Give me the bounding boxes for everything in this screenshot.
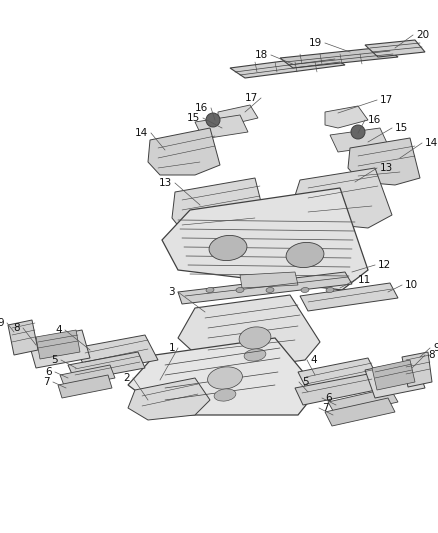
Text: 9: 9	[0, 318, 4, 328]
Text: 19: 19	[309, 38, 322, 48]
Text: 5: 5	[51, 355, 58, 365]
Polygon shape	[402, 352, 432, 387]
Polygon shape	[298, 358, 378, 392]
Text: 8: 8	[428, 350, 434, 360]
Polygon shape	[68, 352, 145, 381]
Text: 5: 5	[302, 377, 309, 387]
Text: 4: 4	[55, 325, 62, 335]
Text: 6: 6	[325, 393, 332, 403]
Ellipse shape	[239, 327, 271, 349]
Text: 14: 14	[135, 128, 148, 138]
Polygon shape	[348, 138, 420, 185]
Polygon shape	[365, 40, 425, 57]
Polygon shape	[128, 338, 318, 415]
Text: 11: 11	[358, 275, 371, 285]
Ellipse shape	[326, 287, 334, 293]
Polygon shape	[195, 115, 248, 139]
Polygon shape	[178, 272, 352, 304]
Polygon shape	[295, 374, 376, 405]
Polygon shape	[75, 335, 158, 373]
Polygon shape	[58, 375, 112, 398]
Ellipse shape	[244, 349, 266, 361]
Circle shape	[351, 125, 365, 139]
Polygon shape	[365, 360, 425, 398]
Text: 4: 4	[310, 355, 317, 365]
Text: 20: 20	[416, 30, 429, 40]
Polygon shape	[325, 398, 395, 426]
Ellipse shape	[236, 287, 244, 293]
Polygon shape	[128, 378, 210, 420]
Ellipse shape	[301, 287, 309, 293]
Text: 14: 14	[425, 138, 438, 148]
Text: 8: 8	[14, 323, 20, 333]
Ellipse shape	[286, 243, 324, 268]
Text: 6: 6	[46, 367, 52, 377]
Ellipse shape	[266, 287, 274, 293]
Text: 3: 3	[168, 287, 175, 297]
Polygon shape	[292, 168, 392, 228]
Polygon shape	[300, 283, 398, 311]
Polygon shape	[330, 128, 388, 152]
Text: 10: 10	[405, 280, 418, 290]
Ellipse shape	[214, 389, 236, 401]
Text: 9: 9	[433, 343, 438, 353]
Text: 1: 1	[168, 343, 175, 353]
Polygon shape	[8, 320, 38, 355]
Polygon shape	[178, 295, 320, 372]
Polygon shape	[172, 178, 268, 245]
Ellipse shape	[209, 236, 247, 261]
Polygon shape	[325, 106, 368, 128]
Text: 7: 7	[43, 377, 50, 387]
Polygon shape	[218, 105, 258, 125]
Polygon shape	[280, 47, 398, 68]
Polygon shape	[148, 128, 220, 175]
Text: 17: 17	[245, 93, 258, 103]
Polygon shape	[28, 330, 90, 368]
Polygon shape	[230, 55, 345, 78]
Text: 15: 15	[187, 113, 200, 123]
Text: 16: 16	[195, 103, 208, 113]
Text: 15: 15	[395, 123, 408, 133]
Text: 7: 7	[322, 403, 328, 413]
Polygon shape	[328, 388, 398, 416]
Text: 13: 13	[380, 163, 393, 173]
Text: 16: 16	[368, 115, 381, 125]
Text: 13: 13	[159, 178, 172, 188]
Text: 18: 18	[255, 50, 268, 60]
Text: 17: 17	[380, 95, 393, 105]
Text: 2: 2	[124, 373, 130, 383]
Text: 12: 12	[378, 260, 391, 270]
Ellipse shape	[206, 287, 214, 293]
Polygon shape	[60, 365, 115, 388]
Ellipse shape	[208, 367, 242, 389]
Polygon shape	[162, 188, 368, 290]
Polygon shape	[240, 272, 298, 288]
Circle shape	[206, 113, 220, 127]
Polygon shape	[36, 330, 80, 359]
Polygon shape	[372, 360, 415, 390]
